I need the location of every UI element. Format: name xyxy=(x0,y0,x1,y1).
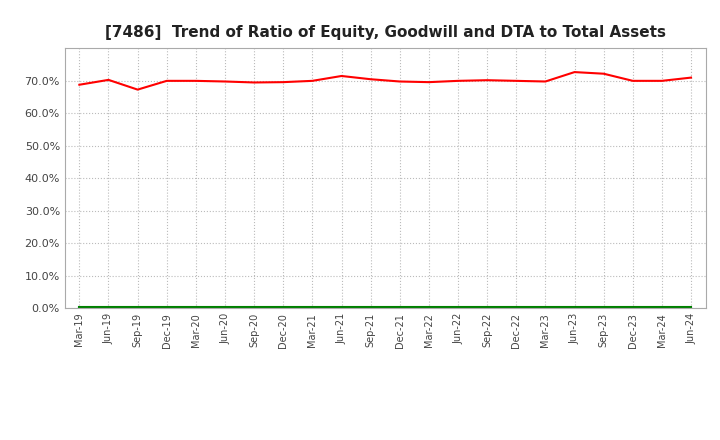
Equity xyxy=(570,70,579,75)
Deferred Tax Assets xyxy=(104,304,113,310)
Goodwill xyxy=(220,305,229,311)
Goodwill xyxy=(425,305,433,311)
Deferred Tax Assets xyxy=(657,304,666,310)
Equity xyxy=(133,87,142,92)
Deferred Tax Assets xyxy=(163,304,171,310)
Goodwill xyxy=(483,305,492,311)
Goodwill xyxy=(512,305,521,311)
Deferred Tax Assets xyxy=(220,304,229,310)
Equity xyxy=(454,78,462,84)
Deferred Tax Assets xyxy=(687,304,696,310)
Deferred Tax Assets xyxy=(629,304,637,310)
Deferred Tax Assets xyxy=(192,304,200,310)
Equity xyxy=(337,73,346,79)
Equity xyxy=(512,78,521,84)
Goodwill xyxy=(599,305,608,311)
Goodwill xyxy=(570,305,579,311)
Deferred Tax Assets xyxy=(366,304,375,310)
Deferred Tax Assets xyxy=(483,304,492,310)
Equity xyxy=(220,79,229,84)
Deferred Tax Assets xyxy=(337,304,346,310)
Goodwill xyxy=(541,305,550,311)
Equity xyxy=(163,78,171,84)
Equity xyxy=(395,79,404,84)
Line: Equity: Equity xyxy=(79,72,691,90)
Equity xyxy=(541,79,550,84)
Equity xyxy=(483,77,492,83)
Goodwill xyxy=(687,305,696,311)
Deferred Tax Assets xyxy=(570,304,579,310)
Goodwill xyxy=(279,305,287,311)
Equity xyxy=(687,75,696,80)
Goodwill xyxy=(395,305,404,311)
Equity xyxy=(192,78,200,84)
Deferred Tax Assets xyxy=(541,304,550,310)
Goodwill xyxy=(104,305,113,311)
Deferred Tax Assets xyxy=(512,304,521,310)
Deferred Tax Assets xyxy=(308,304,317,310)
Deferred Tax Assets xyxy=(75,304,84,310)
Goodwill xyxy=(133,305,142,311)
Deferred Tax Assets xyxy=(279,304,287,310)
Equity xyxy=(104,77,113,83)
Goodwill xyxy=(337,305,346,311)
Deferred Tax Assets xyxy=(133,304,142,310)
Equity xyxy=(250,80,258,85)
Deferred Tax Assets xyxy=(599,304,608,310)
Goodwill xyxy=(657,305,666,311)
Goodwill xyxy=(308,305,317,311)
Deferred Tax Assets xyxy=(395,304,404,310)
Goodwill xyxy=(629,305,637,311)
Equity xyxy=(366,77,375,82)
Goodwill xyxy=(250,305,258,311)
Equity xyxy=(599,71,608,77)
Goodwill xyxy=(163,305,171,311)
Equity xyxy=(75,82,84,88)
Equity xyxy=(657,78,666,84)
Goodwill xyxy=(192,305,200,311)
Deferred Tax Assets xyxy=(250,304,258,310)
Equity xyxy=(279,80,287,85)
Equity xyxy=(425,80,433,85)
Equity xyxy=(629,78,637,84)
Goodwill xyxy=(366,305,375,311)
Goodwill xyxy=(454,305,462,311)
Deferred Tax Assets xyxy=(425,304,433,310)
Title: [7486]  Trend of Ratio of Equity, Goodwill and DTA to Total Assets: [7486] Trend of Ratio of Equity, Goodwil… xyxy=(104,25,666,40)
Equity xyxy=(308,78,317,84)
Goodwill xyxy=(75,305,84,311)
Deferred Tax Assets xyxy=(454,304,462,310)
